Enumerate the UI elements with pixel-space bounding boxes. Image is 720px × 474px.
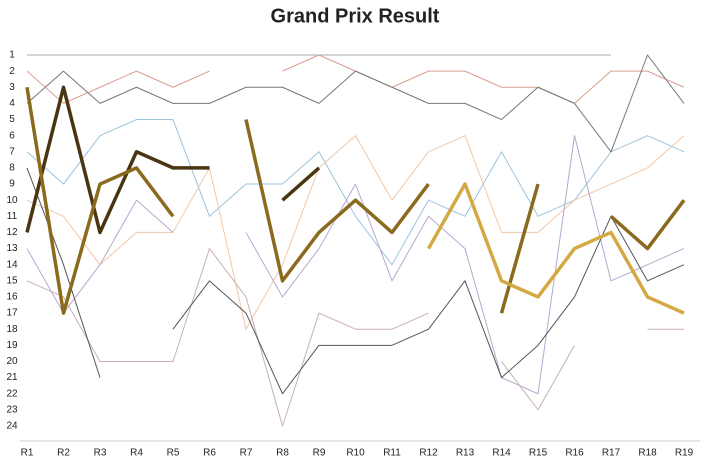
- chart-title: Grand Prix Result: [271, 5, 440, 27]
- x-tick-label: R15: [529, 448, 548, 459]
- y-tick-label: 2: [9, 66, 15, 77]
- x-tick-label: R4: [130, 448, 143, 459]
- y-tick-label: 13: [6, 243, 18, 254]
- x-tick-label: R14: [492, 448, 511, 459]
- y-tick-label: 19: [6, 340, 18, 351]
- x-tick-label: R11: [383, 448, 401, 459]
- y-tick-label: 9: [9, 179, 15, 190]
- x-tick-label: R1: [21, 448, 34, 459]
- x-tick-label: R16: [565, 448, 584, 459]
- y-tick-label: 5: [9, 114, 15, 125]
- y-tick-label: 22: [6, 388, 18, 399]
- x-tick-label: R7: [240, 448, 253, 459]
- y-tick-label: 24: [6, 421, 18, 432]
- y-tick-label: 8: [9, 163, 15, 174]
- x-tick-label: R10: [346, 448, 365, 459]
- y-tick-label: 18: [6, 324, 18, 335]
- x-tick-label: R9: [313, 448, 326, 459]
- series-line: [26, 248, 684, 427]
- y-tick-label: 14: [6, 259, 18, 270]
- series-line: [25, 85, 321, 235]
- y-tick-label: 6: [9, 130, 15, 141]
- y-tick-label: 17: [6, 308, 18, 319]
- y-tick-label: 12: [6, 227, 18, 238]
- x-tick-label: R12: [419, 448, 438, 459]
- y-tick-label: 16: [6, 292, 18, 303]
- series-line: [26, 135, 685, 330]
- series-line: [26, 167, 685, 395]
- x-tick-label: R2: [57, 448, 70, 459]
- series-line: [26, 54, 685, 104]
- y-tick-label: 1: [9, 50, 15, 61]
- y-tick-label: 20: [6, 356, 18, 367]
- series-line: [426, 182, 685, 315]
- x-tick-label: R8: [276, 448, 289, 459]
- y-tick-label: 3: [9, 82, 15, 93]
- y-tick-label: 23: [6, 405, 18, 416]
- y-tick-label: 4: [9, 98, 15, 109]
- x-tick-label: R17: [602, 448, 621, 459]
- x-tick-label: R5: [167, 448, 180, 459]
- series-line: [25, 86, 686, 315]
- x-tick-label: R6: [203, 448, 216, 459]
- y-tick-label: 15: [6, 275, 18, 286]
- y-tick-label: 7: [9, 146, 15, 157]
- x-tick-label: R13: [456, 448, 475, 459]
- y-tick-label: 11: [7, 211, 18, 222]
- x-tick-label: R19: [675, 448, 694, 459]
- y-tick-label: 21: [6, 372, 18, 383]
- x-tick-label: R18: [638, 448, 657, 459]
- series-line: [26, 54, 685, 153]
- y-tick-label: 10: [6, 195, 18, 206]
- x-tick-label: R3: [94, 448, 107, 459]
